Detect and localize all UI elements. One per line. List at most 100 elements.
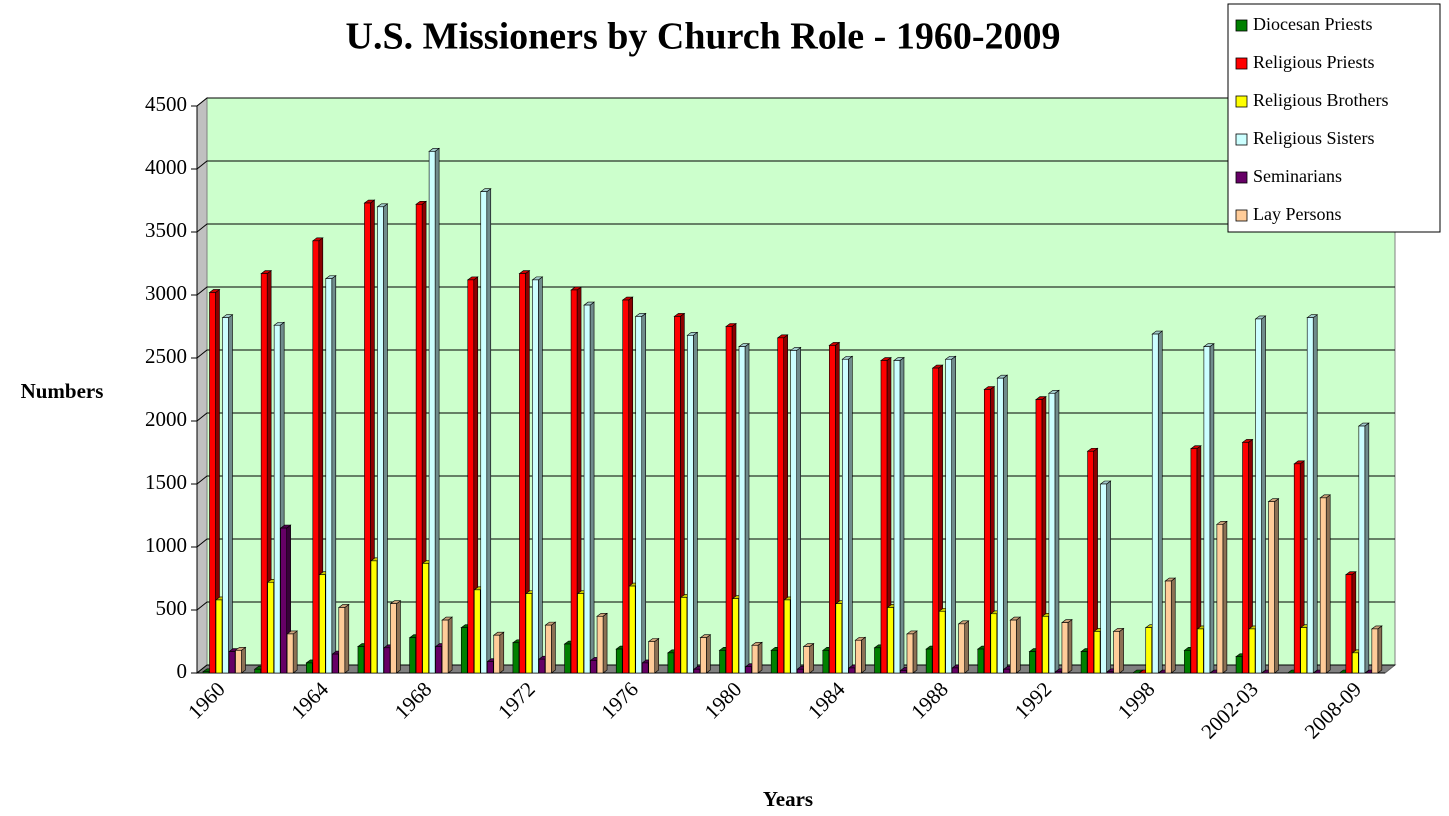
bar-front (615, 648, 623, 674)
bar-side (1157, 330, 1163, 674)
bar-side (589, 301, 595, 674)
bar-front (1009, 619, 1017, 674)
bar-front (1371, 628, 1379, 674)
bar-front (835, 603, 843, 674)
bar-front (486, 661, 494, 674)
x-tick-label: 1976 (596, 677, 643, 724)
bar-front (1197, 628, 1204, 674)
y-axis-label: Numbers (21, 379, 104, 403)
bar-front (783, 599, 791, 674)
legend-label: Religious Brothers (1253, 90, 1389, 110)
bar-front (1216, 524, 1224, 674)
bar-front (357, 646, 365, 674)
bar-side (602, 612, 608, 674)
bar-side (706, 634, 711, 674)
bar-front (260, 273, 268, 674)
bar (208, 288, 221, 674)
bar-side (1170, 577, 1176, 674)
bar (1267, 498, 1280, 674)
bar-front (1029, 651, 1036, 674)
bar-front (1319, 497, 1327, 674)
bar-side (1015, 616, 1021, 674)
bar (751, 641, 763, 674)
y-tick-label: 3500 (145, 218, 187, 242)
bar-front (512, 642, 520, 674)
x-tick-label: 1960 (183, 677, 230, 724)
bar (389, 600, 402, 674)
bar-front (286, 633, 294, 674)
bar-front (460, 627, 468, 674)
bar-front (1106, 671, 1114, 674)
bar (776, 334, 789, 674)
bar-side (1364, 422, 1370, 674)
y-tick-label: 500 (156, 596, 188, 620)
bar (1189, 445, 1202, 674)
bar (647, 637, 660, 674)
bar-side (1261, 315, 1266, 674)
grid-line (196, 97, 1395, 107)
bar-front (900, 670, 907, 674)
bar-front (880, 360, 888, 674)
bar-front (738, 346, 746, 674)
y-tick-label: 0 (177, 659, 188, 683)
x-tick-label: 1984 (803, 677, 850, 724)
x-tick-label: 1964 (286, 677, 333, 724)
bar (789, 346, 802, 674)
bar-side (228, 314, 233, 674)
bar (234, 646, 247, 674)
bar-side (344, 603, 350, 674)
bar-front (209, 292, 216, 674)
bar-front (435, 646, 442, 674)
bar-side (1002, 374, 1008, 674)
bar-side (331, 275, 337, 674)
bar-side (447, 616, 453, 674)
x-axis-label: Years (763, 787, 813, 811)
x-tick-label: 1992 (1010, 677, 1057, 724)
bar-side (744, 343, 750, 674)
legend-swatch (1235, 19, 1248, 32)
bar (944, 355, 957, 674)
bar (1293, 460, 1306, 674)
bar-front (842, 358, 849, 674)
bar (854, 636, 867, 674)
side-wall (196, 96, 208, 675)
x-tick-label: 1968 (390, 677, 437, 724)
bar (1061, 618, 1073, 674)
bar-side (757, 641, 763, 674)
y-tick-label: 2500 (145, 344, 187, 368)
bar-front (1151, 333, 1159, 674)
bar-side (1119, 627, 1124, 674)
bar-front (1100, 483, 1107, 674)
bar-front (1184, 650, 1191, 674)
legend-swatch (1235, 209, 1248, 222)
bar-side (848, 355, 853, 674)
bar-front (583, 304, 591, 674)
bar-front (596, 615, 604, 674)
bar (673, 312, 686, 674)
bar-front (228, 651, 236, 674)
bar (699, 634, 712, 674)
bar-front (364, 202, 371, 674)
bar (1357, 422, 1370, 674)
legend-box (1227, 3, 1441, 233)
bar-front (622, 299, 630, 674)
bar-front (519, 273, 526, 674)
bar-front (790, 350, 797, 674)
bar-side (654, 637, 660, 674)
bar (1164, 577, 1177, 674)
bar-front (1235, 656, 1243, 674)
bar-front (732, 598, 739, 674)
bar-front (525, 593, 533, 674)
bar (686, 331, 699, 674)
bar (286, 630, 299, 674)
bar-side (499, 631, 505, 674)
bar-front (480, 191, 488, 674)
chart-title: U.S. Missioners by Church Role - 1960-20… (346, 16, 1061, 58)
bar-side (434, 147, 440, 674)
bar-side (809, 642, 814, 674)
bar-front (674, 316, 681, 674)
bar-side (1377, 625, 1383, 674)
bar-front (932, 367, 939, 674)
legend-swatch (1235, 171, 1248, 184)
bar-front (938, 610, 946, 674)
